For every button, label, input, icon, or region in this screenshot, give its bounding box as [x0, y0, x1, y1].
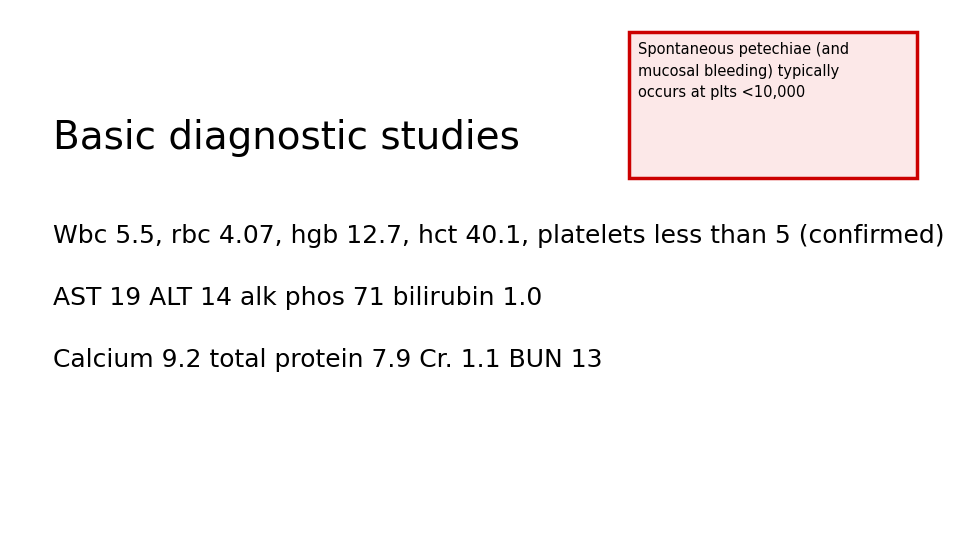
- Text: AST 19 ALT 14 alk phos 71 bilirubin 1.0: AST 19 ALT 14 alk phos 71 bilirubin 1.0: [53, 286, 542, 310]
- Text: Basic diagnostic studies: Basic diagnostic studies: [53, 119, 519, 157]
- Text: Spontaneous petechiae (and
mucosal bleeding) typically
occurs at plts <10,000: Spontaneous petechiae (and mucosal bleed…: [638, 42, 850, 100]
- Text: Calcium 9.2 total protein 7.9 Cr. 1.1 BUN 13: Calcium 9.2 total protein 7.9 Cr. 1.1 BU…: [53, 348, 602, 372]
- Text: Wbc 5.5, rbc 4.07, hgb 12.7, hct 40.1, platelets less than 5 (confirmed): Wbc 5.5, rbc 4.07, hgb 12.7, hct 40.1, p…: [53, 224, 945, 248]
- FancyBboxPatch shape: [629, 32, 917, 178]
